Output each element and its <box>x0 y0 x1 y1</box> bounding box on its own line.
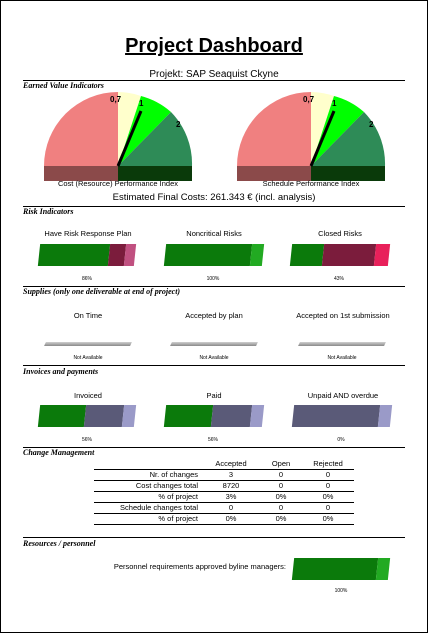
risk-bar-closed <box>289 244 391 266</box>
section-divider <box>23 80 405 81</box>
invoice-bar-paid <box>163 405 265 427</box>
table-cell: 0% <box>260 513 302 525</box>
gauge-caption-schedule: Schedule Performance Index <box>262 179 360 188</box>
table-cell: 3% <box>202 491 260 503</box>
risk-bar-noncritical <box>163 244 265 266</box>
risk-label-response-plan: Have Risk Response Plan <box>44 229 132 238</box>
table-row: Cost changes total 8720 0 0 <box>94 480 354 492</box>
gauge-tick-1: 1 <box>332 99 337 108</box>
invoice-label-paid: Paid <box>206 391 222 400</box>
table-cell: 0% <box>260 491 302 503</box>
risk-label-closed: Closed Risks <box>318 229 362 238</box>
gauge-tick-1: 1 <box>139 99 144 108</box>
gauge-tick-2: 2 <box>369 120 374 129</box>
table-cell: 0 <box>302 502 354 514</box>
invoice-bar-unpaid <box>291 405 393 427</box>
gauge-tick-2: 2 <box>176 120 181 129</box>
supply-status-accepted-plan: Not Available <box>199 355 229 361</box>
supply-status-on-time: Not Available <box>73 355 103 361</box>
table-cell: 8720 <box>202 480 260 492</box>
table-cell: 0 <box>260 502 302 514</box>
section-title-supplies: Supplies (only one deliverable at end of… <box>23 287 181 296</box>
resources-label: Personnel requirements approved byline m… <box>113 562 286 571</box>
supply-bar-first-submission <box>298 342 386 346</box>
schedule-performance-gauge: 0,7 1 2 <box>237 92 386 181</box>
invoice-label-unpaid: Unpaid AND overdue <box>307 391 379 400</box>
invoice-label-invoiced: Invoiced <box>74 391 102 400</box>
table-row: Schedule changes total 0 0 0 <box>94 502 354 514</box>
supply-label-accepted-plan: Accepted by plan <box>185 311 243 320</box>
invoice-bar-invoiced <box>37 405 137 427</box>
table-header-cell <box>94 459 202 470</box>
section-divider <box>23 447 405 448</box>
table-row: % of project 0% 0% 0% <box>94 513 354 525</box>
table-header-accepted: Accepted <box>202 459 260 470</box>
table-cell: 0 <box>302 469 354 481</box>
table-header-open: Open <box>260 459 302 470</box>
supply-label-first-submission: Accepted on 1st submission <box>296 311 390 320</box>
cost-performance-gauge: 0,7 1 2 <box>44 92 193 181</box>
table-cell: 0 <box>302 480 354 492</box>
resources-percent: 100% <box>334 588 348 594</box>
table-cell: 0 <box>260 469 302 481</box>
section-title-risk: Risk Indicators <box>23 207 74 216</box>
table-cell: % of project <box>94 513 202 525</box>
supply-bar-accepted-plan <box>170 342 258 346</box>
invoice-percent-invoiced: 56% <box>81 437 92 443</box>
risk-percent-noncritical: 100% <box>206 276 220 282</box>
table-cell: 0% <box>202 513 260 525</box>
table-cell: Schedule changes total <box>94 502 202 514</box>
table-cell: 3 <box>202 469 260 481</box>
table-cell: 0% <box>302 513 354 525</box>
gauge-tick-07: 0,7 <box>303 95 315 104</box>
table-header-rejected: Rejected <box>302 459 354 470</box>
table-cell: Cost changes total <box>94 480 202 492</box>
page-title: Project Dashboard <box>125 35 303 57</box>
supply-bar-on-time <box>44 342 132 346</box>
section-title-change: Change Management <box>23 448 95 457</box>
estimated-final-costs: Estimated Final Costs: 261.343 € (incl. … <box>112 192 316 203</box>
section-divider <box>23 537 405 538</box>
table-cell: 0% <box>302 491 354 503</box>
section-title-earned-value: Earned Value Indicators <box>23 81 104 90</box>
project-subtitle: Projekt: SAP Seaquist Ckyne <box>149 69 279 80</box>
risk-label-noncritical: Noncritical Risks <box>186 229 242 238</box>
gauge-caption-cost: Cost (Resource) Performance Index <box>57 179 179 188</box>
table-cell: 0 <box>260 480 302 492</box>
section-divider <box>23 365 405 366</box>
section-divider <box>23 286 405 287</box>
table-cell: Nr. of changes <box>94 469 202 481</box>
table-cell: % of project <box>94 491 202 503</box>
risk-bar-response-plan <box>37 244 137 266</box>
section-title-invoices: Invoices and payments <box>23 367 99 376</box>
section-divider <box>23 206 405 207</box>
gauge-tick-07: 0,7 <box>110 95 122 104</box>
table-cell: 0 <box>202 502 260 514</box>
table-header-row: Accepted Open Rejected <box>94 459 354 470</box>
invoice-percent-paid: 56% <box>207 437 218 443</box>
supply-label-on-time: On Time <box>73 311 103 320</box>
risk-percent-closed: 43% <box>333 276 344 282</box>
supply-status-first-submission: Not Available <box>327 355 357 361</box>
section-title-resources: Resources / personnel <box>23 539 96 548</box>
change-management-table: Accepted Open Rejected Nr. of changes 3 … <box>94 459 354 525</box>
risk-percent-response-plan: 86% <box>81 276 92 282</box>
table-row: Nr. of changes 3 0 0 <box>94 469 354 481</box>
invoice-percent-unpaid: 0% <box>337 437 345 443</box>
resources-bar <box>291 558 391 580</box>
table-row: % of project 3% 0% 0% <box>94 491 354 503</box>
